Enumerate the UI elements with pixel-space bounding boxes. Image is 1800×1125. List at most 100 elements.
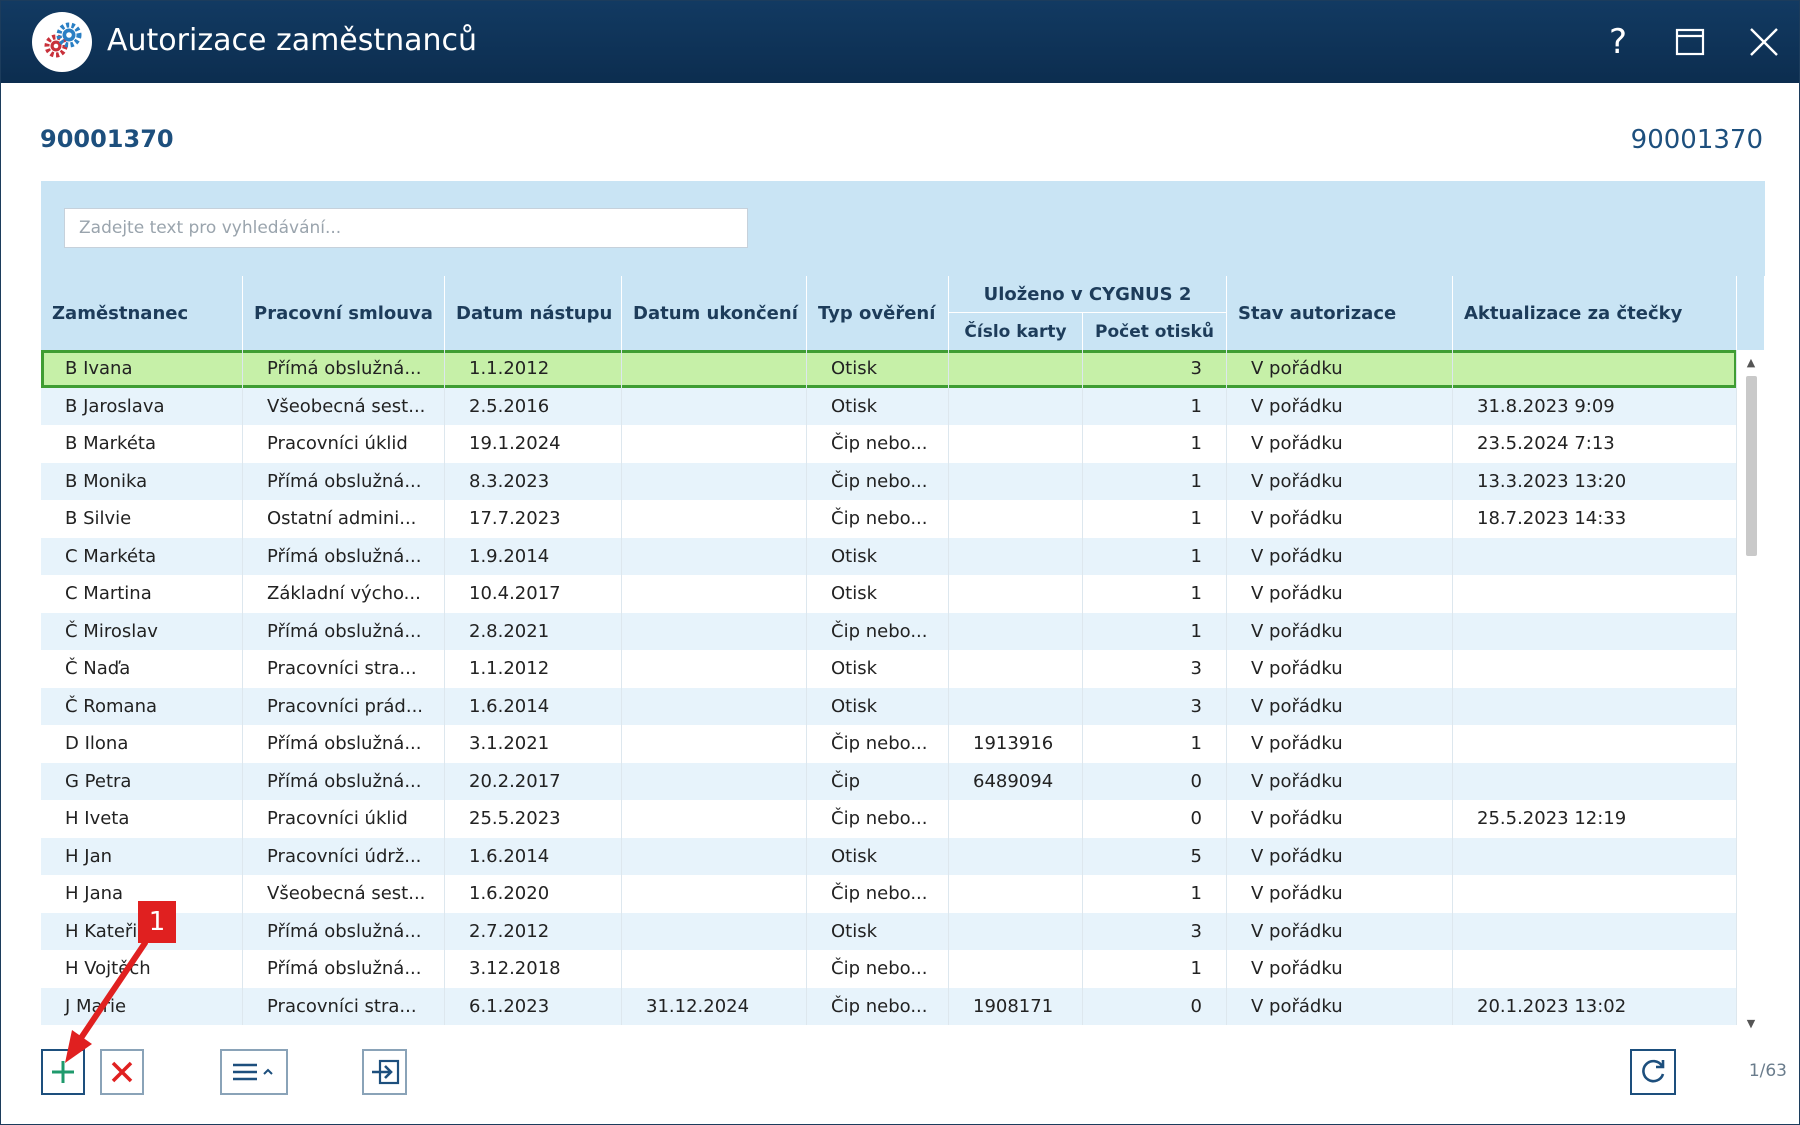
header-end-date[interactable]: Datum ukončení <box>622 276 807 350</box>
add-button[interactable] <box>41 1049 85 1095</box>
cell-auth-status: V pořádku <box>1227 425 1453 463</box>
cell-card-number <box>949 950 1083 988</box>
cell-reader-update <box>1453 575 1737 613</box>
maximize-button[interactable] <box>1663 15 1717 69</box>
scroll-thumb[interactable] <box>1746 376 1757 556</box>
cell-fingerprint-count: 3 <box>1083 350 1227 388</box>
cell-employee: B Markéta <box>41 425 243 463</box>
cell-auth-type: Čip nebo... <box>807 950 949 988</box>
cell-auth-status: V pořádku <box>1227 537 1453 575</box>
table-row[interactable]: B Silvie Ostatní admini... 17.7.2023 Čip ne… <box>41 500 1737 538</box>
table-row[interactable]: B Jaroslava Všeobecná sest... 2.5.2016 Otis… <box>41 387 1737 425</box>
table-row[interactable]: Č Romana Pracovníci prád... 1.6.2014 Otisk 3… <box>41 687 1737 725</box>
cell-employee: H Jan <box>41 837 243 875</box>
header-start-date[interactable]: Datum nástupu <box>445 276 622 350</box>
cell-reader-update <box>1453 837 1737 875</box>
cell-employee: Č Miroslav <box>41 612 243 650</box>
table-row[interactable]: B Monika Přímá obslužná... 8.3.2023 Čip neb… <box>41 462 1737 500</box>
cell-auth-type: Otisk <box>807 650 949 688</box>
cell-employee: J Marie <box>41 987 243 1025</box>
cell-employee: D Ilona <box>41 725 243 763</box>
cell-auth-status: V pořádku <box>1227 387 1453 425</box>
cell-contract: Přímá obslužná... <box>243 725 445 763</box>
table-row[interactable]: Č Naďa Pracovníci stra... 1.1.2012 Otisk 3 V … <box>41 650 1737 688</box>
cell-employee: H Kateřina <box>41 912 243 950</box>
refresh-button[interactable] <box>1630 1049 1676 1095</box>
cell-end-date <box>622 425 807 463</box>
cell-fingerprint-count: 1 <box>1083 575 1227 613</box>
cell-auth-status: V pořádku <box>1227 837 1453 875</box>
table-row[interactable]: H Vojtěch Přímá obslužná... 3.12.2018 Čip n… <box>41 950 1737 988</box>
menu-button[interactable] <box>220 1049 288 1095</box>
header-auth-status[interactable]: Stav autorizace <box>1227 276 1453 350</box>
cell-card-number: 1908171 <box>949 987 1083 1025</box>
cell-reader-update <box>1453 912 1737 950</box>
cell-auth-status: V pořádku <box>1227 650 1453 688</box>
cell-fingerprint-count: 3 <box>1083 687 1227 725</box>
cell-contract: Přímá obslužná... <box>243 612 445 650</box>
search-input[interactable] <box>64 208 748 248</box>
cell-card-number: 6489094 <box>949 762 1083 800</box>
vertical-scrollbar[interactable]: ▲ ▼ <box>1737 350 1765 1035</box>
cell-auth-status: V pořádku <box>1227 875 1453 913</box>
cell-end-date <box>622 950 807 988</box>
cell-end-date <box>622 687 807 725</box>
cell-contract: Přímá obslužná... <box>243 537 445 575</box>
refresh-icon <box>1642 1059 1665 1083</box>
cell-auth-type: Otisk <box>807 537 949 575</box>
cell-contract: Pracovníci úklid <box>243 800 445 838</box>
table-row[interactable]: D Ilona Přímá obslužná... 3.1.2021 Čip nebo… <box>41 725 1737 763</box>
header-group-cygnus: Uloženo v CYGNUS 2 <box>949 276 1227 313</box>
cell-card-number <box>949 425 1083 463</box>
table-row[interactable]: H Jan Pracovníci údrž... 1.6.2014 Otisk 5 V p… <box>41 837 1737 875</box>
header-contract[interactable]: Pracovní smlouva <box>243 276 445 350</box>
title-bar: Autorizace zaměstnanců ? <box>1 1 1799 83</box>
export-button[interactable] <box>362 1049 407 1095</box>
delete-button[interactable] <box>100 1049 144 1095</box>
header-employee[interactable]: Zaměstnanec <box>41 276 243 350</box>
cell-end-date <box>622 350 807 388</box>
cell-contract: Všeobecná sest... <box>243 875 445 913</box>
table-row[interactable]: Č Miroslav Přímá obslužná... 2.8.2021 Čip n… <box>41 612 1737 650</box>
table-row[interactable]: H Iveta Pracovníci úklid 25.5.2023 Čip nebo… <box>41 800 1737 838</box>
table-row[interactable]: J Marie Pracovníci stra... 6.1.2023 31.12.2… <box>41 987 1737 1025</box>
cell-end-date: 31.12.2024 <box>622 987 807 1025</box>
cell-start-date: 2.7.2012 <box>445 912 622 950</box>
header-auth-type[interactable]: Typ ověření <box>807 276 949 350</box>
cell-fingerprint-count: 3 <box>1083 650 1227 688</box>
cell-end-date <box>622 800 807 838</box>
cell-card-number <box>949 575 1083 613</box>
cell-contract: Přímá obslužná... <box>243 462 445 500</box>
cell-employee: Č Romana <box>41 687 243 725</box>
header-card-number[interactable]: Číslo karty <box>949 313 1083 350</box>
gears-logo-icon <box>32 12 92 72</box>
header-reader-update[interactable]: Aktualizace za čtečky <box>1453 276 1737 350</box>
cell-fingerprint-count: 1 <box>1083 725 1227 763</box>
table-row[interactable]: C Markéta Přímá obslužná... 1.9.2014 Otisk 1… <box>41 537 1737 575</box>
cell-employee: Č Naďa <box>41 650 243 688</box>
table-row-selected[interactable]: B Ivana Přímá obslužná... 1.1.2012 Otisk 3 V … <box>41 350 1737 388</box>
cell-auth-status: V pořádku <box>1227 987 1453 1025</box>
cell-auth-status: V pořádku <box>1227 500 1453 538</box>
scroll-up-icon[interactable]: ▲ <box>1746 355 1756 369</box>
cell-auth-type: Čip nebo... <box>807 800 949 838</box>
grid-body[interactable]: B Ivana Přímá obslužná... 1.1.2012 Otisk 3 V … <box>41 350 1737 1035</box>
cell-end-date <box>622 500 807 538</box>
cell-contract: Přímá obslužná... <box>243 912 445 950</box>
cell-card-number <box>949 462 1083 500</box>
table-row[interactable]: B Markéta Pracovníci úklid 19.1.2024 Čip ne… <box>41 425 1737 463</box>
cell-auth-status: V pořádku <box>1227 350 1453 388</box>
table-row[interactable]: C Martina Základní výcho... 10.4.2017 Otisk… <box>41 575 1737 613</box>
cell-fingerprint-count: 5 <box>1083 837 1227 875</box>
header-fingerprint-count[interactable]: Počet otisků <box>1083 313 1227 350</box>
cell-reader-update <box>1453 537 1737 575</box>
grid-header: Zaměstnanec Pracovní smlouva Datum nástupu… <box>41 276 1765 350</box>
table-row[interactable]: G Petra Přímá obslužná... 20.2.2017 Čip 6489… <box>41 762 1737 800</box>
help-button[interactable]: ? <box>1608 22 1628 62</box>
table-row[interactable]: H Jana Všeobecná sest... 1.6.2020 Čip nebo.… <box>41 875 1737 913</box>
cell-fingerprint-count: 1 <box>1083 500 1227 538</box>
scroll-down-icon[interactable]: ▼ <box>1746 1016 1756 1030</box>
close-button[interactable] <box>1737 15 1791 69</box>
table-row[interactable]: H Kateřina Přímá obslužná... 2.7.2012 Otisk… <box>41 912 1737 950</box>
